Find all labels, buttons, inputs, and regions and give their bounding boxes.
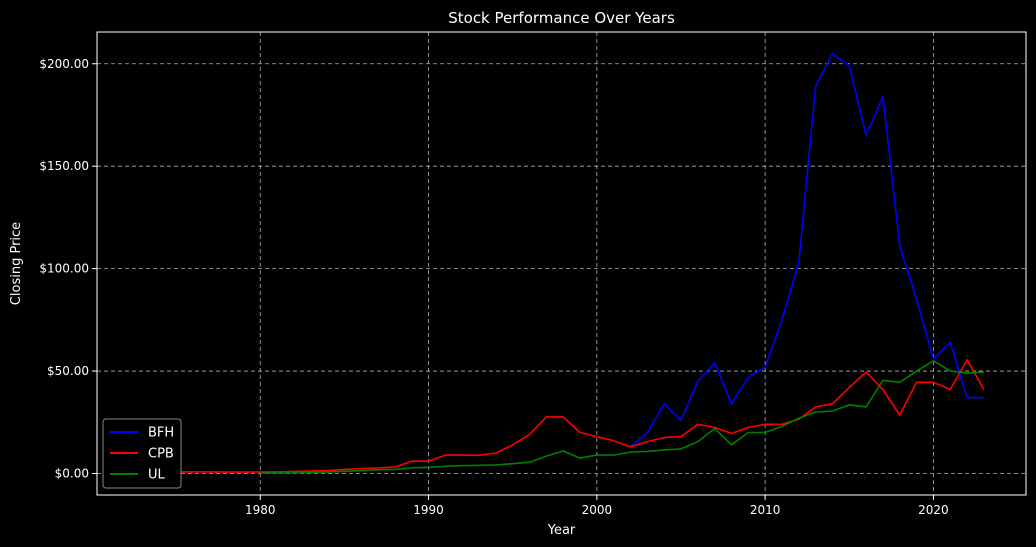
x-tick-label: 2010 (750, 503, 781, 517)
legend-label-cpb: CPB (148, 447, 174, 462)
chart-title: Stock Performance Over Years (448, 9, 675, 27)
y-axis-label: Closing Price (9, 222, 24, 305)
series-line-ul (260, 359, 984, 474)
legend-box (102, 418, 182, 489)
x-tick-label: 2020 (918, 503, 949, 517)
plot-frame (96, 31, 1027, 496)
y-tick-label: $200.00 (39, 57, 89, 71)
y-tick-label: $100.00 (39, 262, 89, 276)
series-line-bfh (629, 52, 984, 448)
legend-label-bfh: BFH (148, 426, 174, 441)
x-axis-ticks: 1980 1990 2000 2010 2020 (245, 495, 949, 517)
series-lines (142, 52, 985, 474)
y-tick-label: $0.00 (55, 466, 89, 480)
y-tick-label: $50.00 (47, 364, 89, 378)
x-tick-label: 1990 (413, 503, 444, 517)
legend-label-ul: UL (148, 468, 166, 483)
y-axis-ticks: $0.00 $50.00 $100.00 $150.00 $200.00 (39, 57, 97, 480)
y-tick-label: $150.00 (39, 159, 89, 173)
series-line-cpb (142, 358, 985, 473)
x-tick-label: 1980 (245, 503, 276, 517)
x-axis-label: Year (547, 523, 576, 538)
grid (97, 32, 1026, 495)
legend: BFH CPB UL (102, 418, 182, 489)
x-tick-label: 2000 (582, 503, 613, 517)
